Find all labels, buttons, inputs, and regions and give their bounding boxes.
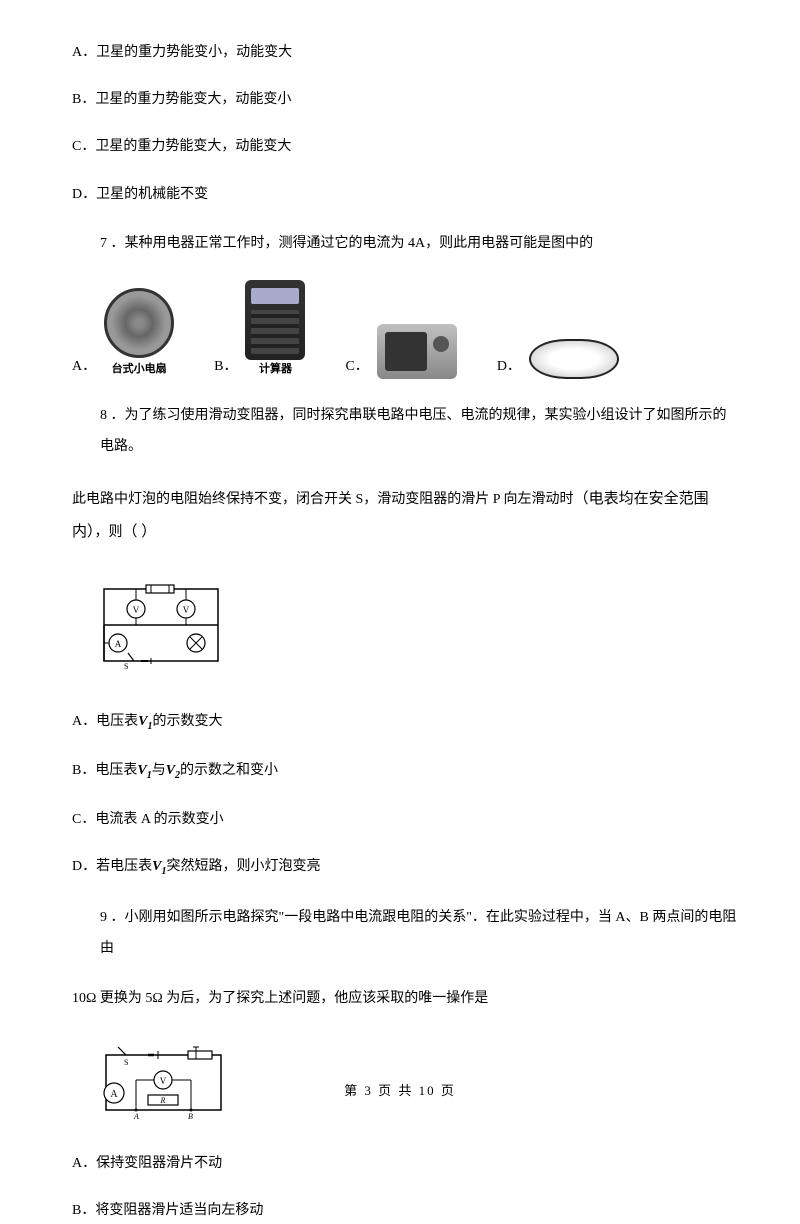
q6-option-b: B．卫星的重力势能变大，动能变小 — [60, 87, 740, 112]
q8-d-post: 突然短路，则小灯泡变亮 — [166, 859, 320, 874]
q7-option-c-item: C． — [345, 324, 456, 379]
q7-b-label: 计算器 — [259, 360, 292, 380]
q8-text1: 8 ．为了练习使用滑动变阻器，同时探究串联电路中电压、电流的规律，某实验小组设计… — [60, 401, 740, 463]
radio-icon — [377, 324, 457, 379]
q8-text2-post: ，则 — [95, 525, 123, 540]
q8-option-d: D．若电压表V1突然短路，则小灯泡变亮 — [60, 854, 740, 881]
q9-text1: 9 ．小刚用如图所示电路探究"一段电路中电流跟电阻的关系"．在此实验过程中，当 … — [60, 903, 740, 965]
q7-a-label: 台式小电扇 — [112, 360, 167, 380]
q8-a-pre: A．电压表 — [72, 714, 138, 729]
q7-option-a-item: A． 台式小电扇 — [72, 288, 174, 380]
q8-b-v1: V — [137, 763, 146, 778]
q9-text2: 10Ω 更换为 5Ω 为后，为了探究上述问题，他应该采取的唯一操作是 — [60, 984, 740, 1015]
q7-d-prefix: D． — [497, 354, 521, 379]
q9-option-b: B．将变阻器滑片适当向左移动 — [60, 1198, 740, 1223]
svg-text:A: A — [115, 639, 122, 649]
svg-text:S: S — [124, 662, 128, 671]
q7-b-prefix: B． — [214, 354, 237, 379]
svg-text:V: V — [133, 605, 140, 615]
q8-b-v2: V — [166, 763, 175, 778]
q6-option-d: D．卫星的机械能不变 — [60, 182, 740, 207]
svg-text:V: V — [183, 605, 190, 615]
svg-text:A: A — [133, 1112, 139, 1120]
q8-text2: 此电路中灯泡的电阻始终保持不变，闭合开关 S，滑动变阻器的滑片 P 向左滑动时 （… — [60, 483, 740, 549]
q7-b-wrapper: 计算器 — [245, 280, 305, 380]
calculator-icon — [245, 280, 305, 360]
q7-a-wrapper: 台式小电扇 — [104, 288, 174, 380]
q7-text: 7 ．某种用电器正常工作时，测得通过它的电流为 4A，则此用电器可能是图中的 — [60, 229, 740, 260]
cooker-icon — [529, 339, 619, 379]
q8-option-b: B．电压表V1与V2的示数之和变小 — [60, 758, 740, 785]
page-footer: 第 3 页 共 10 页 — [0, 1079, 800, 1102]
q7-option-d-item: D． — [497, 339, 619, 379]
q8-b-post: 的示数之和变小 — [180, 763, 278, 778]
q7-c-prefix: C． — [345, 354, 368, 379]
q8-text2-pre: 此电路中灯泡的电阻始终保持不变，闭合开关 S，滑动变阻器的滑片 P 向左滑动时 — [72, 492, 574, 507]
q8-option-a: A．电压表V1的示数变大 — [60, 709, 740, 736]
q6-option-c: C．卫星的重力势能变大，动能变大 — [60, 134, 740, 159]
q7-option-b-item: B． 计算器 — [214, 280, 305, 380]
q8-a-post: 的示数变大 — [152, 714, 222, 729]
q9-option-a: A．保持变阻器滑片不动 — [60, 1151, 740, 1176]
q8-text2-blank: （ ） — [123, 524, 157, 540]
q8-d-pre: D．若电压表 — [72, 859, 152, 874]
svg-text:S: S — [124, 1058, 128, 1067]
svg-text:B: B — [188, 1112, 193, 1120]
q7-image-row: A． 台式小电扇 B． 计算器 C． D． — [72, 280, 740, 380]
q7-a-prefix: A． — [72, 354, 96, 379]
q8-b-mid: 与 — [152, 763, 166, 778]
q8-b-pre: B．电压表 — [72, 763, 137, 778]
q6-option-a: A．卫星的重力势能变小，动能变大 — [60, 40, 740, 65]
q8-circuit-diagram: V V A S — [96, 581, 226, 676]
q8-option-c: C．电流表 A 的示数变小 — [60, 807, 740, 832]
fan-icon — [104, 288, 174, 358]
